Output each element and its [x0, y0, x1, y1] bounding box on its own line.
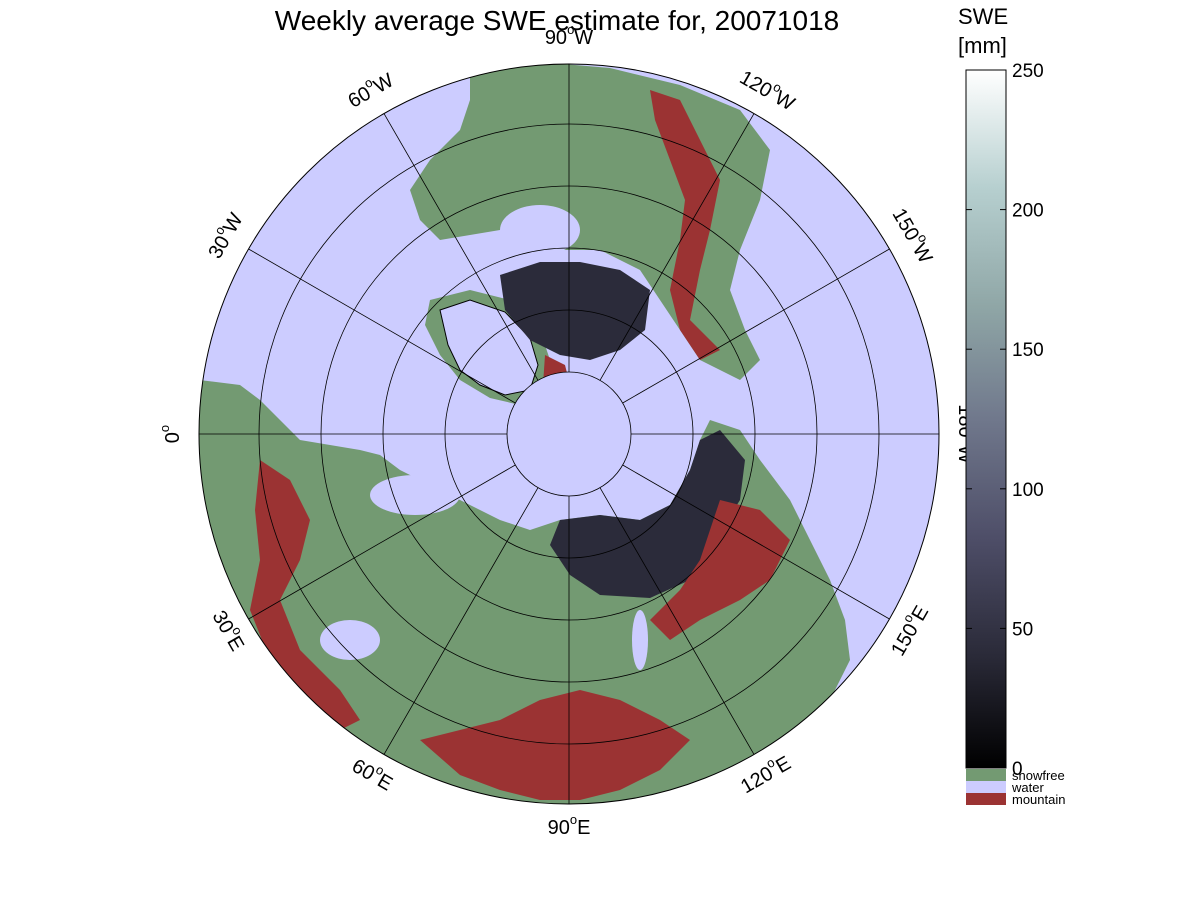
- colorbar-gradient: [965, 69, 1007, 769]
- colorbar-tick-label: 150: [1012, 340, 1044, 361]
- caspian-sea: [320, 620, 380, 660]
- colorbar-tick-label: 0: [1012, 759, 1023, 780]
- colorbar-ticks: 0 50 100 150 200 250: [966, 61, 1044, 780]
- colorbar-unit-line2: [mm]: [958, 33, 1007, 58]
- lake-baikal: [632, 610, 648, 670]
- longitude-label: 90oE: [548, 812, 591, 839]
- category-label: water: [1011, 780, 1044, 795]
- longitude-label: 30oW: [200, 207, 247, 262]
- polar-map: [199, 64, 939, 804]
- longitude-label: 0o: [157, 425, 184, 443]
- category-swatch: [966, 793, 1006, 805]
- snow-siberia: [550, 430, 745, 598]
- meridian-line: [622, 248, 890, 404]
- hudson-bay: [500, 205, 580, 255]
- mountain-himalaya: [420, 690, 690, 800]
- meridian-line: [248, 464, 516, 620]
- arctic-ocean-core: [507, 372, 631, 496]
- colorbar-tick-label: 250: [1012, 61, 1044, 82]
- colorbar-tick-label: 100: [1012, 480, 1044, 501]
- mountain-east-asia: [650, 500, 790, 640]
- mountain-rockies: [650, 90, 720, 360]
- longitude-label: 90oW: [545, 22, 593, 49]
- longitude-label: 150oW: [887, 202, 940, 267]
- chart-title: Weekly average SWE estimate for, 2007101…: [275, 5, 839, 36]
- colorbar-unit-line1: SWE: [958, 4, 1008, 29]
- category-label: mountain: [1012, 792, 1065, 807]
- longitude-label: 60oW: [342, 65, 397, 112]
- meridian-line: [599, 113, 755, 381]
- colorbar-tick-label: 200: [1012, 201, 1044, 222]
- meridian-line: [383, 113, 539, 381]
- meridian-line: [383, 487, 539, 755]
- map-border: [198, 63, 940, 805]
- graticule-meridians: [199, 64, 939, 804]
- meridian-line: [622, 464, 890, 620]
- meridian-line: [599, 487, 755, 755]
- colorbar: SWE [mm] 0 50 100 150 200 250 snowfreewatermo…: [958, 4, 1065, 807]
- colorbar-tick-label: 50: [1012, 619, 1033, 640]
- meridian-line: [248, 248, 516, 404]
- snow-arctic-canada: [500, 262, 650, 360]
- longitude-label: 120oW: [736, 63, 801, 116]
- category-swatch: [966, 769, 1006, 781]
- category-swatch: [966, 781, 1006, 793]
- category-label: snowfree: [1012, 768, 1065, 783]
- barents-coast: [370, 475, 460, 515]
